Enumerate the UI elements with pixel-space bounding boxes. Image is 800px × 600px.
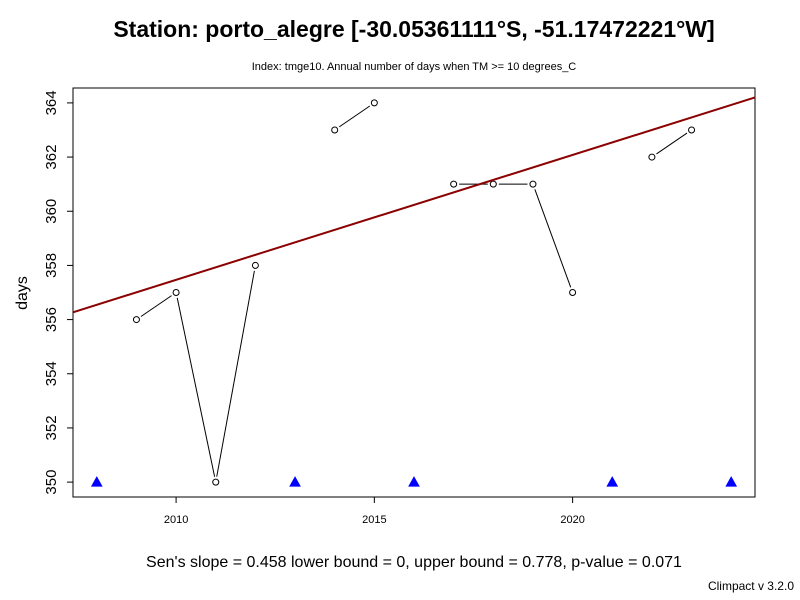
chart-title: Station: porto_alegre [-30.05361111°S, -…	[113, 16, 714, 42]
y-tick-label: 358	[43, 253, 60, 278]
data-point	[489, 180, 497, 188]
missing-year-marker	[725, 476, 738, 487]
x-tick-label: 2020	[560, 514, 584, 526]
series-segment	[656, 132, 688, 155]
series-segment	[176, 297, 216, 477]
y-tick-label: 356	[43, 307, 60, 332]
chart-subtitle: Index: tmge10. Annual number of days whe…	[252, 61, 577, 73]
data-point	[172, 289, 180, 296]
y-tick-label: 364	[43, 90, 60, 115]
y-tick-label: 360	[43, 199, 60, 224]
series-segment	[140, 295, 172, 317]
data-point	[688, 126, 696, 134]
plot-frame	[72, 87, 756, 498]
data-point	[331, 126, 339, 134]
data-point	[569, 289, 577, 296]
series-segment	[534, 189, 572, 288]
x-tick-label: 2010	[164, 514, 188, 526]
x-tick-label: 2015	[362, 514, 386, 526]
data-point	[132, 316, 140, 324]
missing-year-marker	[408, 476, 420, 487]
y-tick-label: 354	[43, 361, 60, 386]
missing-year-marker	[90, 476, 103, 487]
climpact-credit: Climpact v 3.2.0	[708, 579, 794, 593]
y-tick-label: 352	[43, 415, 60, 440]
trend-line	[72, 96, 756, 314]
series-segment	[338, 105, 371, 128]
data-point	[529, 180, 537, 188]
y-tick-label: 362	[43, 145, 60, 170]
data-point	[648, 153, 656, 161]
sens-slope-stats: Sen's slope = 0.458 lower bound = 0, upp…	[146, 554, 682, 571]
plot-area: 2010 2015 2020 350 352 354 356 358 360 362 364	[43, 90, 756, 526]
data-point	[251, 261, 259, 269]
y-tick-label: 350	[43, 470, 60, 495]
missing-year-marker	[606, 476, 619, 487]
data-point	[212, 478, 220, 486]
y-axis-label: days	[14, 276, 31, 310]
series-segment	[216, 270, 255, 477]
missing-year-marker	[289, 476, 301, 487]
data-point	[370, 99, 378, 107]
data-point	[450, 180, 458, 188]
